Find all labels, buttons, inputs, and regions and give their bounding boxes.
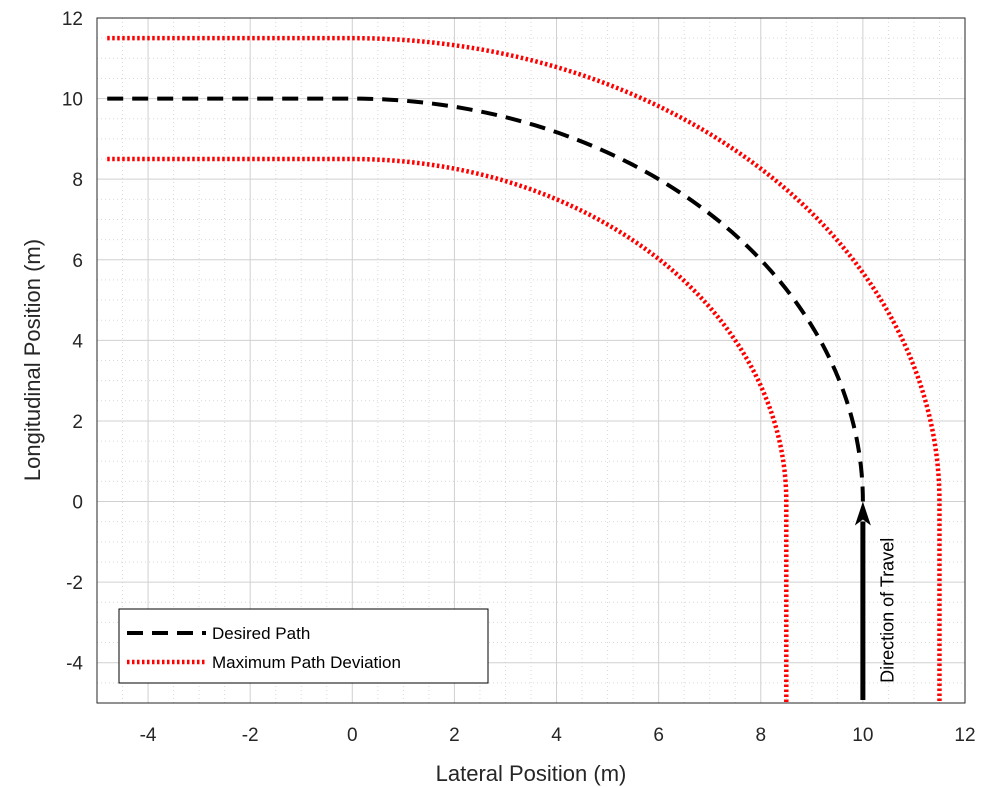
legend-label-desired-path: Desired Path — [212, 624, 310, 643]
y-tick-label: 8 — [72, 170, 83, 191]
x-tick-label: 8 — [755, 725, 766, 746]
series-line-0 — [107, 96, 865, 502]
direction-arrow-head — [854, 501, 871, 526]
direction-of-travel-label: Direction of Travel — [878, 538, 898, 683]
y-axis-label: Longitudinal Position (m) — [20, 239, 45, 481]
y-tick-label: 0 — [72, 493, 83, 514]
y-tick-label: 12 — [62, 9, 83, 30]
y-tick-label: 6 — [72, 251, 83, 272]
y-tick-label: 4 — [72, 331, 83, 352]
x-tick-label: 10 — [852, 725, 873, 746]
y-tick-label: -2 — [66, 573, 83, 594]
x-tick-label: 0 — [347, 725, 358, 746]
y-tick-labels: -4 -2 0 2 4 6 8 10 12 — [62, 9, 84, 675]
x-axis-label: Lateral Position (m) — [436, 761, 627, 786]
x-tick-label: 4 — [551, 725, 562, 746]
y-tick-label: -4 — [66, 654, 83, 675]
x-tick-label: -4 — [140, 725, 157, 746]
legend-label-max-deviation: Maximum Path Deviation — [212, 653, 401, 672]
legend-box — [118, 608, 489, 684]
plot-area — [97, 18, 965, 703]
x-tick-label: 6 — [653, 725, 664, 746]
x-tick-label: 12 — [954, 725, 975, 746]
series-line-1 — [107, 35, 942, 703]
x-tick-label: -2 — [242, 725, 259, 746]
series-layer — [107, 35, 942, 703]
x-tick-labels: -4 -2 0 2 4 6 8 10 12 — [140, 725, 976, 746]
series-line-2 — [107, 156, 789, 703]
y-tick-label: 2 — [72, 412, 83, 433]
x-tick-label: 2 — [449, 725, 460, 746]
legend: Desired Path Maximum Path Deviation — [118, 608, 489, 684]
annotation-layer: Direction of Travel — [854, 501, 898, 700]
plot-frame — [96, 17, 966, 704]
y-tick-label: 10 — [62, 90, 83, 111]
